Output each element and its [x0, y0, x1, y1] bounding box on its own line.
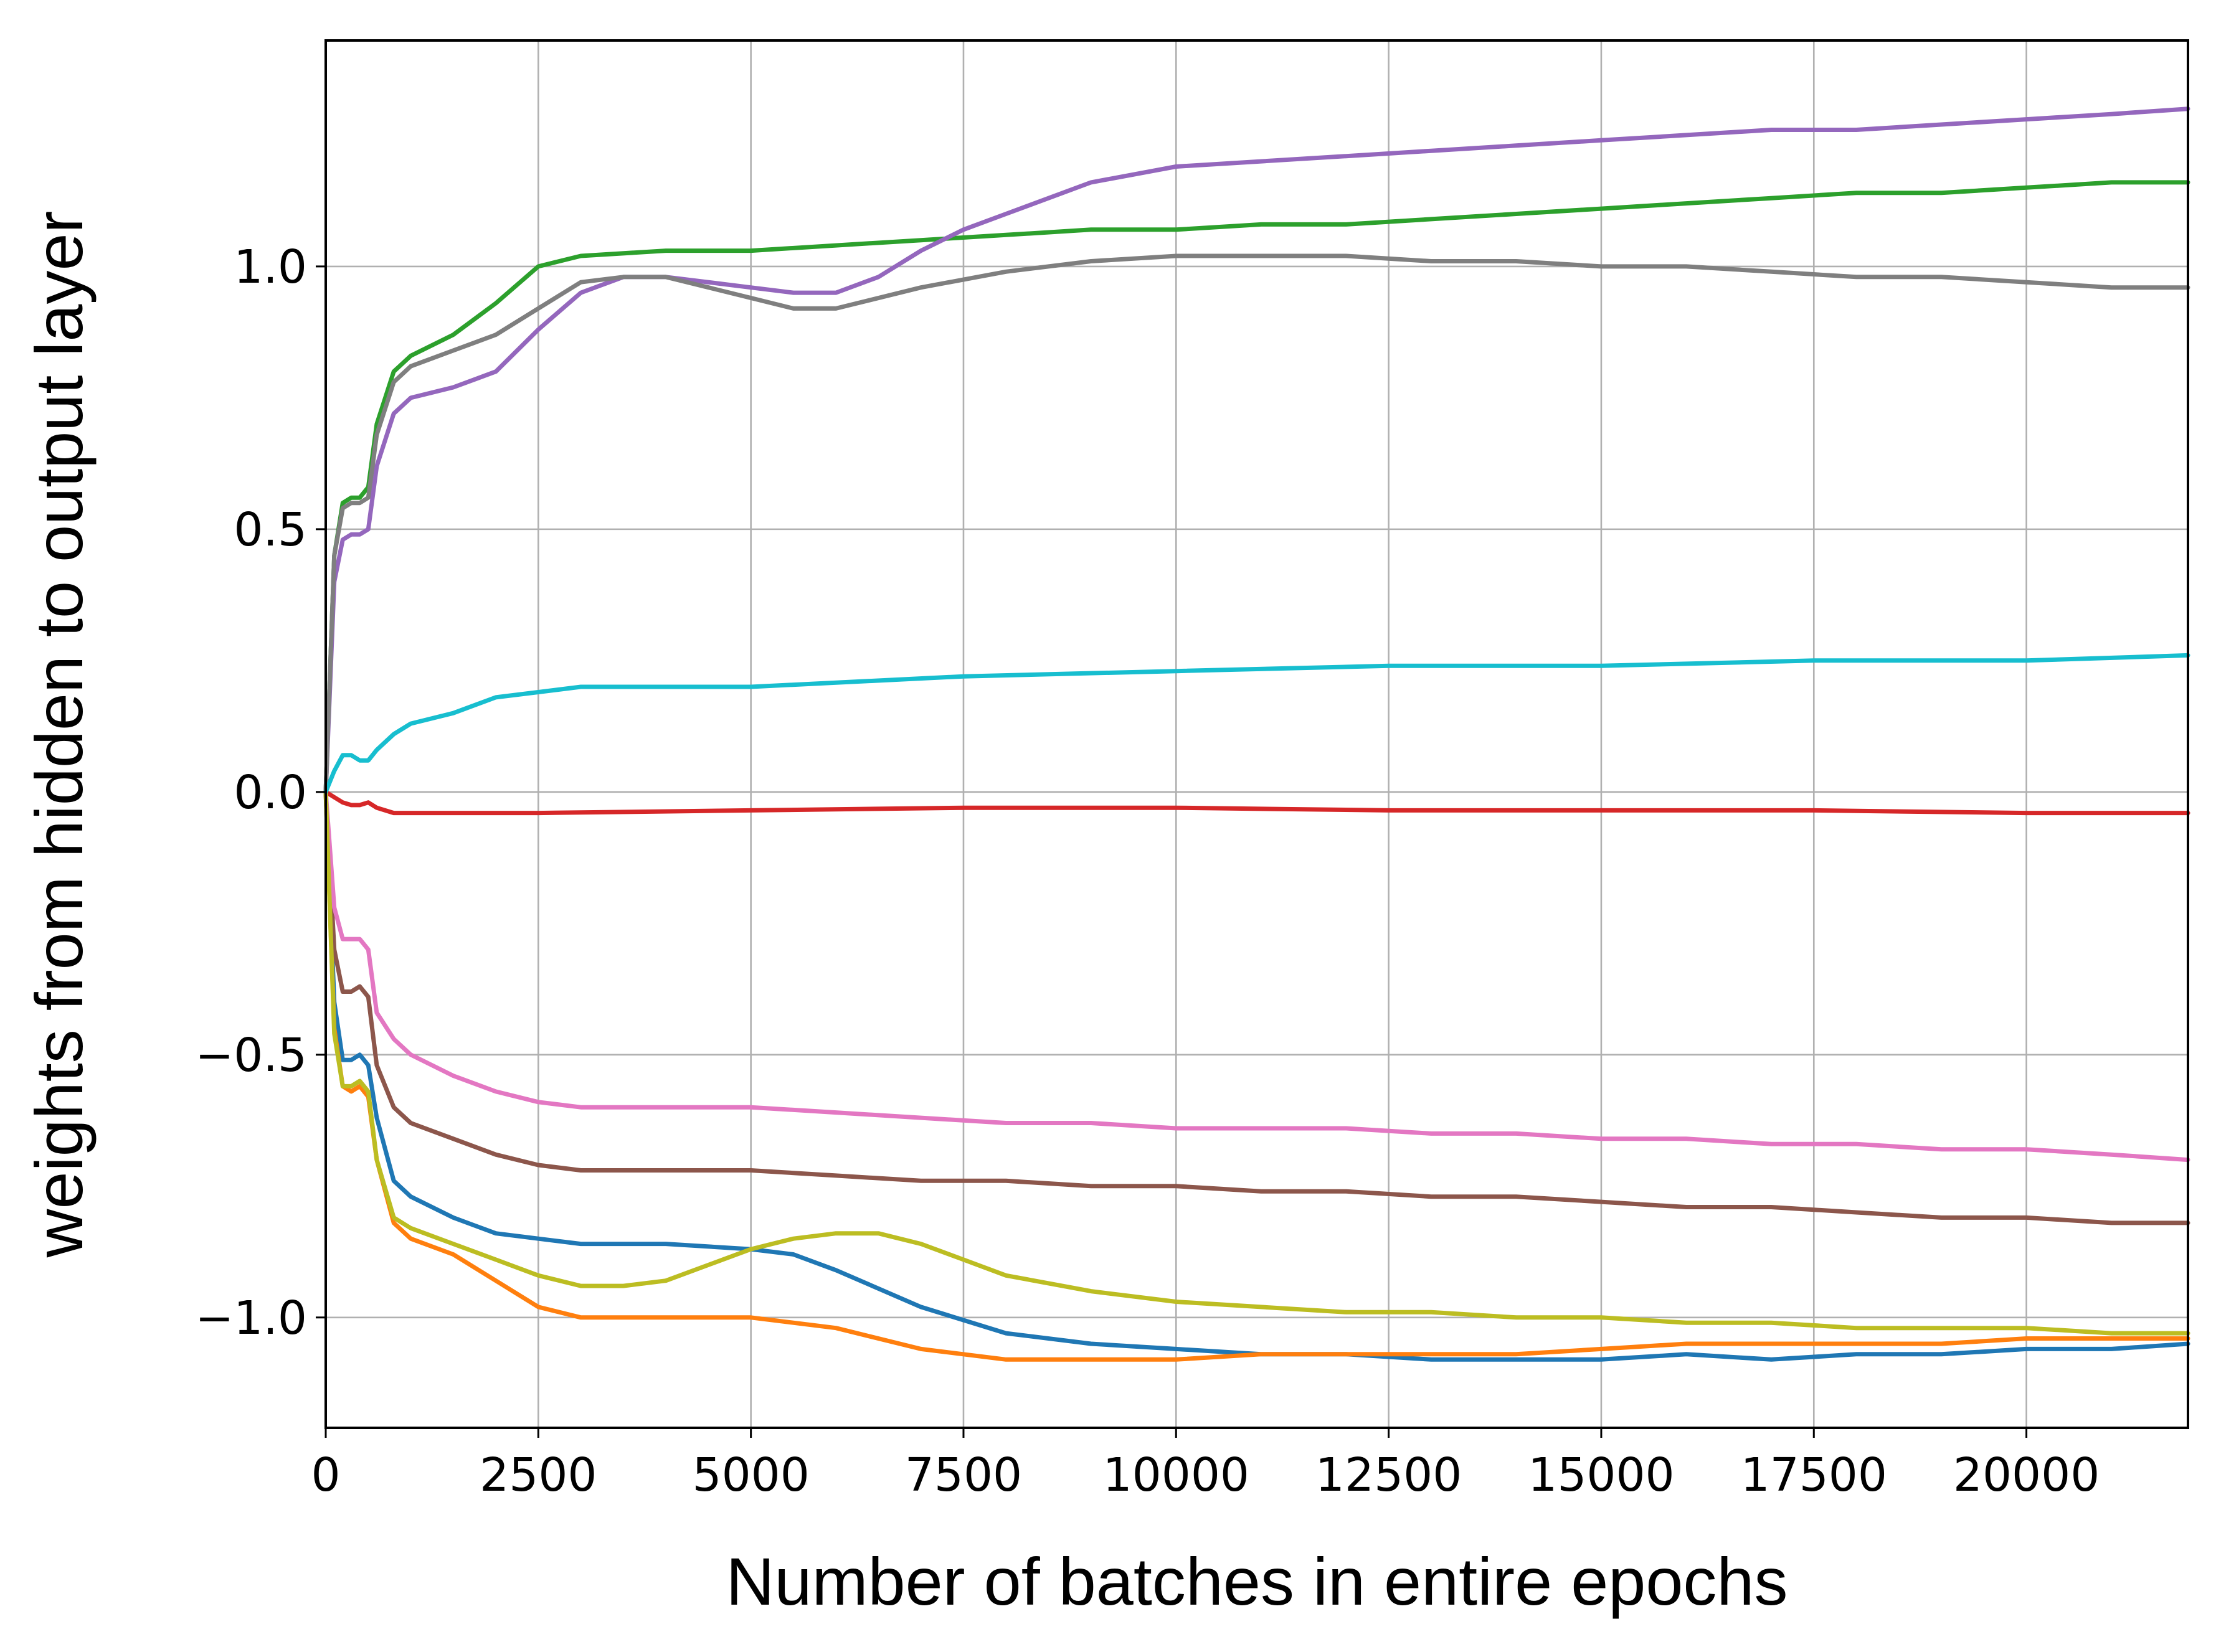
- series-line-9: [323, 790, 2190, 1336]
- plot-frame: [324, 39, 2189, 1429]
- x-tick-label: 10000: [1103, 1448, 1249, 1502]
- x-tick-label: 17500: [1741, 1448, 1887, 1502]
- x-tick-label: 5000: [692, 1448, 809, 1502]
- series-line-7: [323, 790, 2190, 1163]
- y-tick-label: 1.0: [234, 240, 307, 294]
- axis-ticks: 0 2500 5000 7500 10000 12500 15000 17500 20000 −1…: [195, 240, 2100, 1502]
- y-tick-label: 0.0: [234, 766, 307, 819]
- x-tick-label: 20000: [1953, 1448, 2100, 1502]
- x-axis-title: Number of batches in entire epochs: [726, 1544, 1788, 1619]
- y-tick-label: 0.5: [234, 503, 307, 557]
- series-line-1: [323, 790, 2190, 1362]
- y-tick-label: −1.0: [195, 1291, 307, 1345]
- x-tick-label: 0: [311, 1448, 340, 1502]
- x-tick-label: 12500: [1315, 1448, 1462, 1502]
- series-line-8: [323, 253, 2190, 795]
- x-tick-label: 15000: [1528, 1448, 1674, 1502]
- series-line-5: [323, 106, 2190, 795]
- series-line-10: [323, 653, 2190, 795]
- x-tick-label: 7500: [905, 1448, 1022, 1502]
- y-tick-label: −0.5: [195, 1029, 307, 1082]
- x-tick-label: 2500: [480, 1448, 597, 1502]
- series-lines: [323, 106, 2190, 1362]
- series-line-6: [323, 790, 2190, 1225]
- series-line-4: [323, 790, 2190, 816]
- grid: [324, 40, 2188, 1428]
- y-axis-title: weights from hidden to output layer: [21, 211, 97, 1258]
